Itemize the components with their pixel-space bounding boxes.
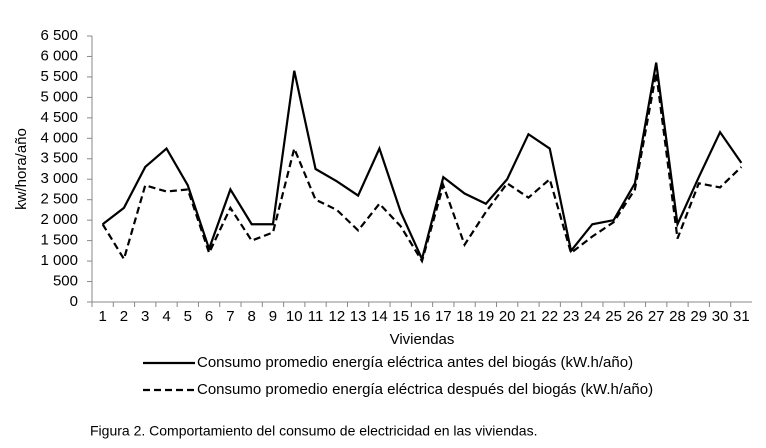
legend-label: Consumo promedio energía eléctrica antes… — [197, 354, 633, 371]
x-tick-label: 11 — [308, 308, 324, 325]
series-line — [101, 62, 743, 263]
x-tick-label: 21 — [520, 308, 537, 325]
y-tick-label: 6 000 — [40, 47, 78, 64]
x-tick-label: 2 — [120, 308, 128, 325]
x-tick-label: 7 — [226, 308, 234, 325]
x-tick-label: 20 — [499, 308, 516, 325]
x-tick-label: 5 — [184, 308, 192, 325]
y-tick-label: 2 000 — [40, 211, 78, 228]
series-line — [101, 72, 743, 264]
y-tick-label: 3 000 — [40, 170, 78, 187]
x-tick-label: 6 — [205, 308, 213, 325]
legend-label: Consumo promedio energía eléctrica despu… — [197, 381, 653, 398]
y-tick-label: 4 500 — [40, 109, 78, 126]
y-tick-label: 5 500 — [40, 68, 78, 85]
y-tick-label: 500 — [53, 273, 78, 290]
x-tick-label: 26 — [627, 308, 644, 325]
x-tick-label: 31 — [733, 308, 750, 325]
x-tick-label: 1 — [98, 308, 106, 325]
y-tick-label: 5 000 — [40, 88, 78, 105]
y-tick-label: 2 500 — [40, 191, 78, 208]
x-tick-label: 12 — [328, 308, 345, 325]
y-tick-label: 0 — [70, 293, 78, 310]
x-tick-label: 17 — [435, 308, 452, 325]
x-tick-label: 16 — [414, 308, 431, 325]
y-tick-label: 1 000 — [40, 252, 78, 269]
x-axis-label: Viviendas — [390, 331, 455, 348]
x-tick-label: 10 — [286, 308, 303, 325]
x-tick-label: 8 — [248, 308, 256, 325]
x-tick-label: 24 — [584, 308, 601, 325]
x-tick-label: 29 — [690, 308, 707, 325]
x-tick-label: 15 — [392, 308, 409, 325]
x-tick-label: 27 — [648, 308, 665, 325]
x-tick-label: 23 — [563, 308, 580, 325]
x-tick-label: 22 — [541, 308, 558, 325]
y-tick-label: 6 500 — [40, 27, 78, 44]
x-tick-label: 28 — [669, 308, 686, 325]
x-tick-label: 19 — [478, 308, 495, 325]
y-tick-label: 4 000 — [40, 129, 78, 146]
x-tick-label: 25 — [605, 308, 622, 325]
y-tick-label: 3 500 — [40, 150, 78, 167]
x-tick-label: 30 — [712, 308, 729, 325]
y-tick-label: 1 500 — [40, 232, 78, 249]
caption: Figura 2. Comportamiento del consumo de … — [90, 423, 537, 439]
x-tick-label: 13 — [350, 308, 367, 325]
x-tick-label: 3 — [141, 308, 149, 325]
x-tick-label: 4 — [162, 308, 170, 325]
x-tick-label: 9 — [269, 308, 277, 325]
x-tick-label: 18 — [456, 308, 473, 325]
x-tick-label: 14 — [371, 308, 388, 325]
y-axis-label: kw/hora/año — [13, 128, 30, 210]
